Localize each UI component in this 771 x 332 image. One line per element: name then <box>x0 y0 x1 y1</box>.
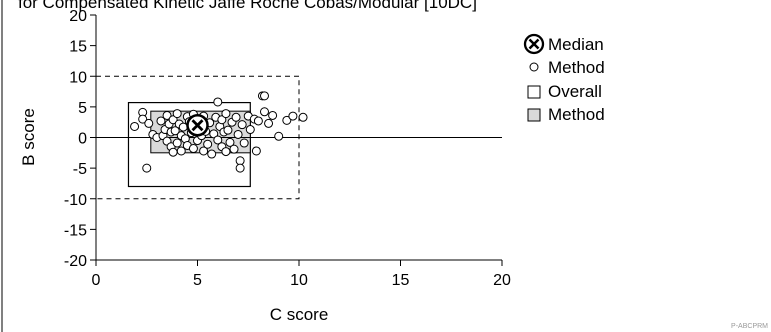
y-axis-label: B score <box>19 108 38 166</box>
data-point <box>172 109 182 119</box>
data-point <box>142 163 152 173</box>
data-point <box>223 125 233 135</box>
y-tick-label: 10 <box>69 69 87 86</box>
legend-method-box-label: Method <box>548 105 605 124</box>
legend-overall: Overall <box>527 82 602 101</box>
data-point <box>274 131 284 141</box>
median-marker <box>186 114 209 137</box>
y-tick-label: -10 <box>64 192 87 209</box>
data-point <box>233 129 243 139</box>
data-point <box>213 97 223 107</box>
data-point <box>259 91 269 101</box>
y-tick-label: -20 <box>64 253 87 270</box>
data-point <box>259 107 269 117</box>
data-point <box>264 118 274 128</box>
footer-code: P-ABCPRM <box>731 323 768 330</box>
legend: Median Method Overall Method <box>523 33 605 124</box>
data-point <box>168 115 178 125</box>
data-point <box>162 110 172 120</box>
y-tick-label: 20 <box>69 8 87 25</box>
median-cross <box>191 119 204 132</box>
data-point <box>225 137 235 147</box>
data-point <box>130 121 140 131</box>
data-point <box>172 138 182 148</box>
y-tick-label: 0 <box>78 131 87 148</box>
data-point <box>209 129 219 139</box>
data-point <box>288 111 298 121</box>
x-tick-label: 20 <box>493 272 511 289</box>
acceptance-limit-box <box>96 75 300 200</box>
data-point <box>176 146 186 156</box>
legend-overall-icon <box>527 85 541 99</box>
legend-median-cross <box>528 38 540 50</box>
legend-method-points: Method <box>529 58 605 77</box>
data-point <box>217 115 227 125</box>
legend-method-box: Method <box>527 105 605 124</box>
data-point <box>168 147 178 157</box>
x-axis-label: C score <box>270 305 329 324</box>
data-point <box>221 147 231 157</box>
data-point <box>156 116 166 126</box>
data-point <box>298 112 308 122</box>
legend-overall-label: Overall <box>548 82 602 101</box>
data-point <box>237 120 247 130</box>
y-tick-label: 5 <box>78 100 87 117</box>
legend-point-icon <box>529 62 539 72</box>
data-point <box>229 144 239 154</box>
legend-method-box-icon <box>527 108 541 122</box>
data-point <box>213 135 223 145</box>
x-tick-label: 10 <box>290 272 308 289</box>
legend-median-label: Median <box>548 35 604 54</box>
data-point <box>207 149 217 159</box>
data-point <box>239 138 249 148</box>
legend-method-points-label: Method <box>548 58 605 77</box>
data-point <box>268 110 278 120</box>
axes: 0 5 10 15 20 20 15 10 5 0 -5 -10 -15 -20 <box>64 8 511 289</box>
legend-median: Median <box>523 33 604 55</box>
data-point <box>138 114 148 124</box>
data-point <box>221 109 231 119</box>
plot-area <box>96 75 502 200</box>
x-tick-label: 5 <box>193 272 202 289</box>
data-point <box>144 118 154 128</box>
x-tick-label: 0 <box>92 272 101 289</box>
data-point <box>203 139 213 149</box>
chart-title: for Compensated Kinetic Jaffe Roche Coba… <box>18 0 477 12</box>
y-tick-label: 15 <box>69 39 87 56</box>
x-tick-label: 15 <box>392 272 410 289</box>
y-tick-label: -15 <box>64 222 87 239</box>
data-point <box>253 116 263 126</box>
data-point <box>245 125 255 135</box>
data-point <box>170 126 180 136</box>
data-point <box>235 156 245 166</box>
data-point <box>282 115 292 125</box>
data-point <box>199 146 209 156</box>
data-point <box>188 144 198 154</box>
y-tick-label: -5 <box>73 161 87 178</box>
data-point <box>231 112 241 122</box>
data-point <box>235 163 245 173</box>
data-point <box>251 146 261 156</box>
